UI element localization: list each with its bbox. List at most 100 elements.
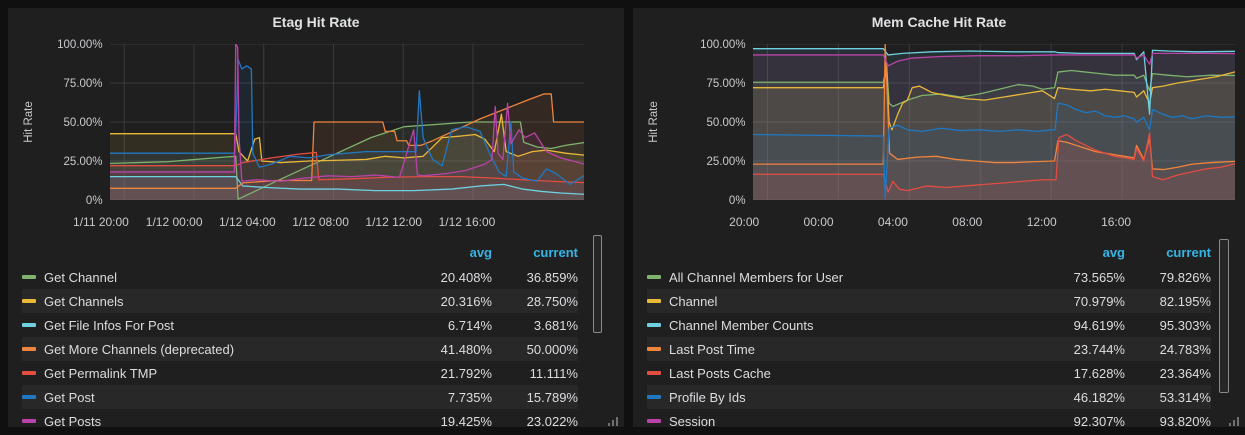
- series-toggle-label[interactable]: Last Post Time: [647, 342, 1039, 357]
- legend-current-value: 24.783%: [1159, 341, 1211, 357]
- legend-header-current[interactable]: current: [1166, 245, 1211, 260]
- series-color-swatch[interactable]: [647, 347, 661, 351]
- legend-current-value: 36.859%: [526, 269, 578, 285]
- series-line: [110, 60, 584, 185]
- legend-table: avg current Get Channel 20.408% 36.859% Get C…: [22, 244, 578, 427]
- series-line: [110, 94, 584, 188]
- x-tick-label: 1/12 12:00: [365, 215, 423, 229]
- x-axis: 1/11 20:00 1/12 00:00 1/12 04:00 1/12 08:00…: [73, 212, 584, 232]
- chart-plot[interactable]: [109, 44, 584, 200]
- series-line: [753, 67, 1235, 129]
- legend-current-value: 28.750%: [526, 293, 578, 309]
- y-axis-ticks: 100.00% 75.00% 50.00% 25.00% 0%: [675, 39, 753, 207]
- series-line: [753, 53, 1235, 65]
- series-color-swatch[interactable]: [22, 347, 36, 351]
- legend-avg-value: 17.628%: [1073, 365, 1125, 381]
- series-toggle-label[interactable]: Get Permalink TMP: [22, 366, 406, 381]
- series-color-swatch[interactable]: [22, 371, 36, 375]
- legend-current-value: 79.826%: [1159, 269, 1211, 285]
- series-fill: [752, 103, 1235, 200]
- panel-mem-cache-hit-rate: Mem Cache Hit Rate Hit Rate 100.00% 75.00…: [633, 8, 1245, 427]
- legend-avg-value: 70.979%: [1073, 293, 1125, 309]
- legend-header-avg[interactable]: avg: [469, 245, 492, 260]
- series-toggle-label[interactable]: Channel: [647, 294, 1039, 309]
- series-color-swatch[interactable]: [22, 299, 36, 303]
- x-tick-label: 08:00: [952, 215, 983, 229]
- series-color-swatch[interactable]: [647, 395, 661, 399]
- series-toggle-label[interactable]: Get File Infos For Post: [22, 318, 406, 333]
- series-name: All Channel Members for User: [669, 269, 844, 285]
- x-tick-label: 1/12 08:00: [292, 215, 349, 229]
- legend-avg-value: 23.744%: [1073, 341, 1125, 357]
- legend-avg-value: 6.714%: [447, 317, 492, 333]
- y-tick-label: 50.00%: [706, 117, 746, 129]
- series-toggle-label[interactable]: Channel Member Counts: [647, 318, 1039, 333]
- legend-avg-value: 41.480%: [440, 341, 492, 357]
- legend-current-value: 95.303%: [1159, 317, 1211, 333]
- y-axis-ticks: 100.00% 75.00% 50.00% 25.00% 0%: [50, 39, 110, 207]
- panel-resize-handle[interactable]: [607, 413, 620, 426]
- legend-row: Channel Member Counts 94.619% 95.303%: [647, 313, 1211, 337]
- series-toggle-label[interactable]: Session: [647, 414, 1039, 427]
- series-fill: [752, 132, 1235, 200]
- panel-resize-handle[interactable]: [1228, 413, 1241, 426]
- series-color-swatch[interactable]: [22, 395, 36, 399]
- legend-row: Last Posts Cache 17.628% 23.364%: [647, 361, 1211, 385]
- legend-row: Get Channel 20.408% 36.859%: [22, 265, 578, 289]
- series-name: Channel Member Counts: [669, 317, 814, 333]
- series-name: Last Post Time: [669, 341, 755, 357]
- series-toggle-label[interactable]: Get Channels: [22, 294, 406, 309]
- legend-row: Last Post Time 23.744% 24.783%: [647, 337, 1211, 361]
- series-toggle-label[interactable]: All Channel Members for User: [647, 270, 1039, 285]
- legend-header-current[interactable]: current: [533, 245, 578, 260]
- x-tick-label: 12:00: [1026, 215, 1057, 229]
- series-toggle-label[interactable]: Get More Channels (deprecated): [22, 342, 406, 357]
- y-tick-label: 0%: [728, 195, 746, 207]
- series-fill: [109, 59, 584, 200]
- y-axis-label: Hit Rate: [647, 101, 660, 143]
- y-tick-label: 0%: [85, 195, 103, 207]
- series-color-swatch[interactable]: [22, 275, 36, 279]
- series-fill: [752, 65, 1235, 200]
- y-tick-label: 100.00%: [700, 39, 746, 51]
- chart-plot[interactable]: [752, 44, 1235, 200]
- series-line: [110, 177, 584, 195]
- legend: avg current Get Channel 20.408% 36.859% Get C…: [8, 232, 624, 427]
- series-line: [753, 49, 1235, 115]
- series-color-swatch[interactable]: [647, 275, 661, 279]
- series-color-swatch[interactable]: [647, 323, 661, 327]
- series-toggle-label[interactable]: Last Posts Cache: [647, 366, 1039, 381]
- legend-current-value: 53.314%: [1159, 389, 1211, 405]
- panel-title[interactable]: Etag Hit Rate: [272, 14, 360, 30]
- y-tick-label: 75.00%: [63, 78, 103, 90]
- legend-current-value: 23.364%: [1159, 365, 1211, 381]
- series-toggle-label[interactable]: Profile By Ids: [647, 390, 1039, 405]
- series-fill: [109, 176, 584, 200]
- series-name: Get Channels: [44, 293, 124, 309]
- series-color-swatch[interactable]: [22, 419, 36, 423]
- x-tick-label: 1/12 16:00: [438, 215, 496, 229]
- legend-row: Profile By Ids 46.182% 53.314%: [647, 385, 1211, 409]
- legend: avg current All Channel Members for User 73…: [633, 232, 1245, 427]
- y-axis-label: Hit Rate: [22, 101, 35, 143]
- legend-scrollbar[interactable]: [1219, 239, 1229, 393]
- x-tick-label: 00:00: [803, 215, 834, 229]
- series-color-swatch[interactable]: [647, 419, 661, 423]
- legend-row: Get Channels 20.316% 28.750%: [22, 289, 578, 313]
- series-color-swatch[interactable]: [22, 323, 36, 327]
- chart-area: Hit Rate 100.00% 75.00% 50.00% 25.00% 0%: [633, 36, 1245, 212]
- series-toggle-label[interactable]: Get Posts: [22, 413, 406, 428]
- series-color-swatch[interactable]: [647, 299, 661, 303]
- legend-avg-value: 92.307%: [1073, 413, 1125, 428]
- series-toggle-label[interactable]: Get Channel: [22, 270, 406, 285]
- panel-title[interactable]: Mem Cache Hit Rate: [871, 14, 1007, 30]
- legend-current-value: 50.000%: [526, 341, 578, 357]
- legend-header-avg[interactable]: avg: [1102, 245, 1125, 260]
- series-fill: [109, 93, 584, 200]
- series-toggle-label[interactable]: Get Post: [22, 390, 406, 405]
- legend-scrollbar[interactable]: [593, 235, 602, 333]
- series-name: Get Posts: [44, 413, 102, 428]
- series-fill: [752, 48, 1235, 200]
- series-fill: [752, 44, 1235, 200]
- series-color-swatch[interactable]: [647, 371, 661, 375]
